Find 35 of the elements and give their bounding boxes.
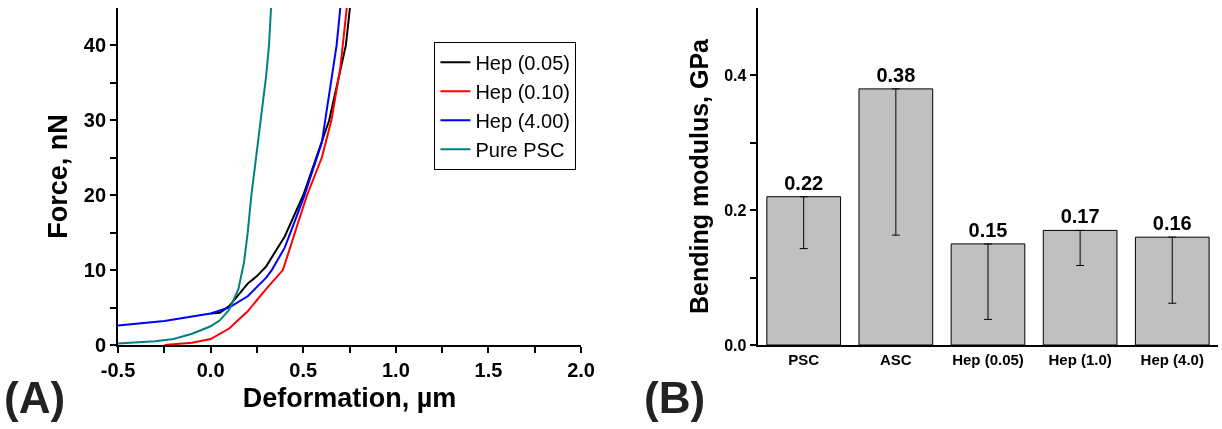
data-label: 0.38 xyxy=(876,63,916,86)
y-tick-label: 20 xyxy=(83,184,107,207)
x-tick-label: 0.5 xyxy=(289,359,318,381)
legend-label: Hep (0.05) xyxy=(475,52,570,74)
x-tick-label: Hep (1.0) xyxy=(1048,351,1112,368)
y-tick-label: 30 xyxy=(83,109,107,132)
legend-label: Pure PSC xyxy=(475,139,565,161)
data-label: 0.15 xyxy=(968,218,1008,241)
data-label: 0.16 xyxy=(1152,212,1192,235)
y-tick-label: 0.2 xyxy=(724,201,747,219)
x-tick-label: ASC xyxy=(880,351,912,368)
y-axis-title: Bending modulus, GPa xyxy=(685,37,714,315)
x-tick-label: Hep (4.0) xyxy=(1140,351,1204,368)
x-axis-title: Deformation, µm xyxy=(242,382,457,413)
data-label: 0.22 xyxy=(784,171,824,194)
x-tick-label: Hep (0.05) xyxy=(952,351,1024,368)
y-tick-label: 0 xyxy=(94,334,107,356)
y-tick-label: 0.0 xyxy=(724,336,747,354)
text: (B) xyxy=(644,373,706,422)
x-tick-label: 0.0 xyxy=(196,359,225,381)
legend-label: Hep (4.00) xyxy=(475,110,570,132)
y-axis-title: Force, nN xyxy=(43,114,74,239)
y-tick-label: 40 xyxy=(83,34,107,57)
data-label: 0.17 xyxy=(1060,205,1100,228)
x-tick-label: -0.5 xyxy=(100,359,136,381)
line-series xyxy=(118,8,342,327)
x-tick-label: 2.0 xyxy=(567,359,595,381)
x-tick-label: 1.0 xyxy=(381,359,410,381)
y-tick-label: 10 xyxy=(83,259,107,282)
y-tick-label: 0.4 xyxy=(724,67,747,84)
legend-label: Hep (0.10) xyxy=(475,81,570,103)
x-tick-label: 1.5 xyxy=(474,359,503,381)
line-series xyxy=(163,8,348,345)
text: (A) xyxy=(4,373,66,422)
x-tick-label: PSC xyxy=(788,351,820,368)
